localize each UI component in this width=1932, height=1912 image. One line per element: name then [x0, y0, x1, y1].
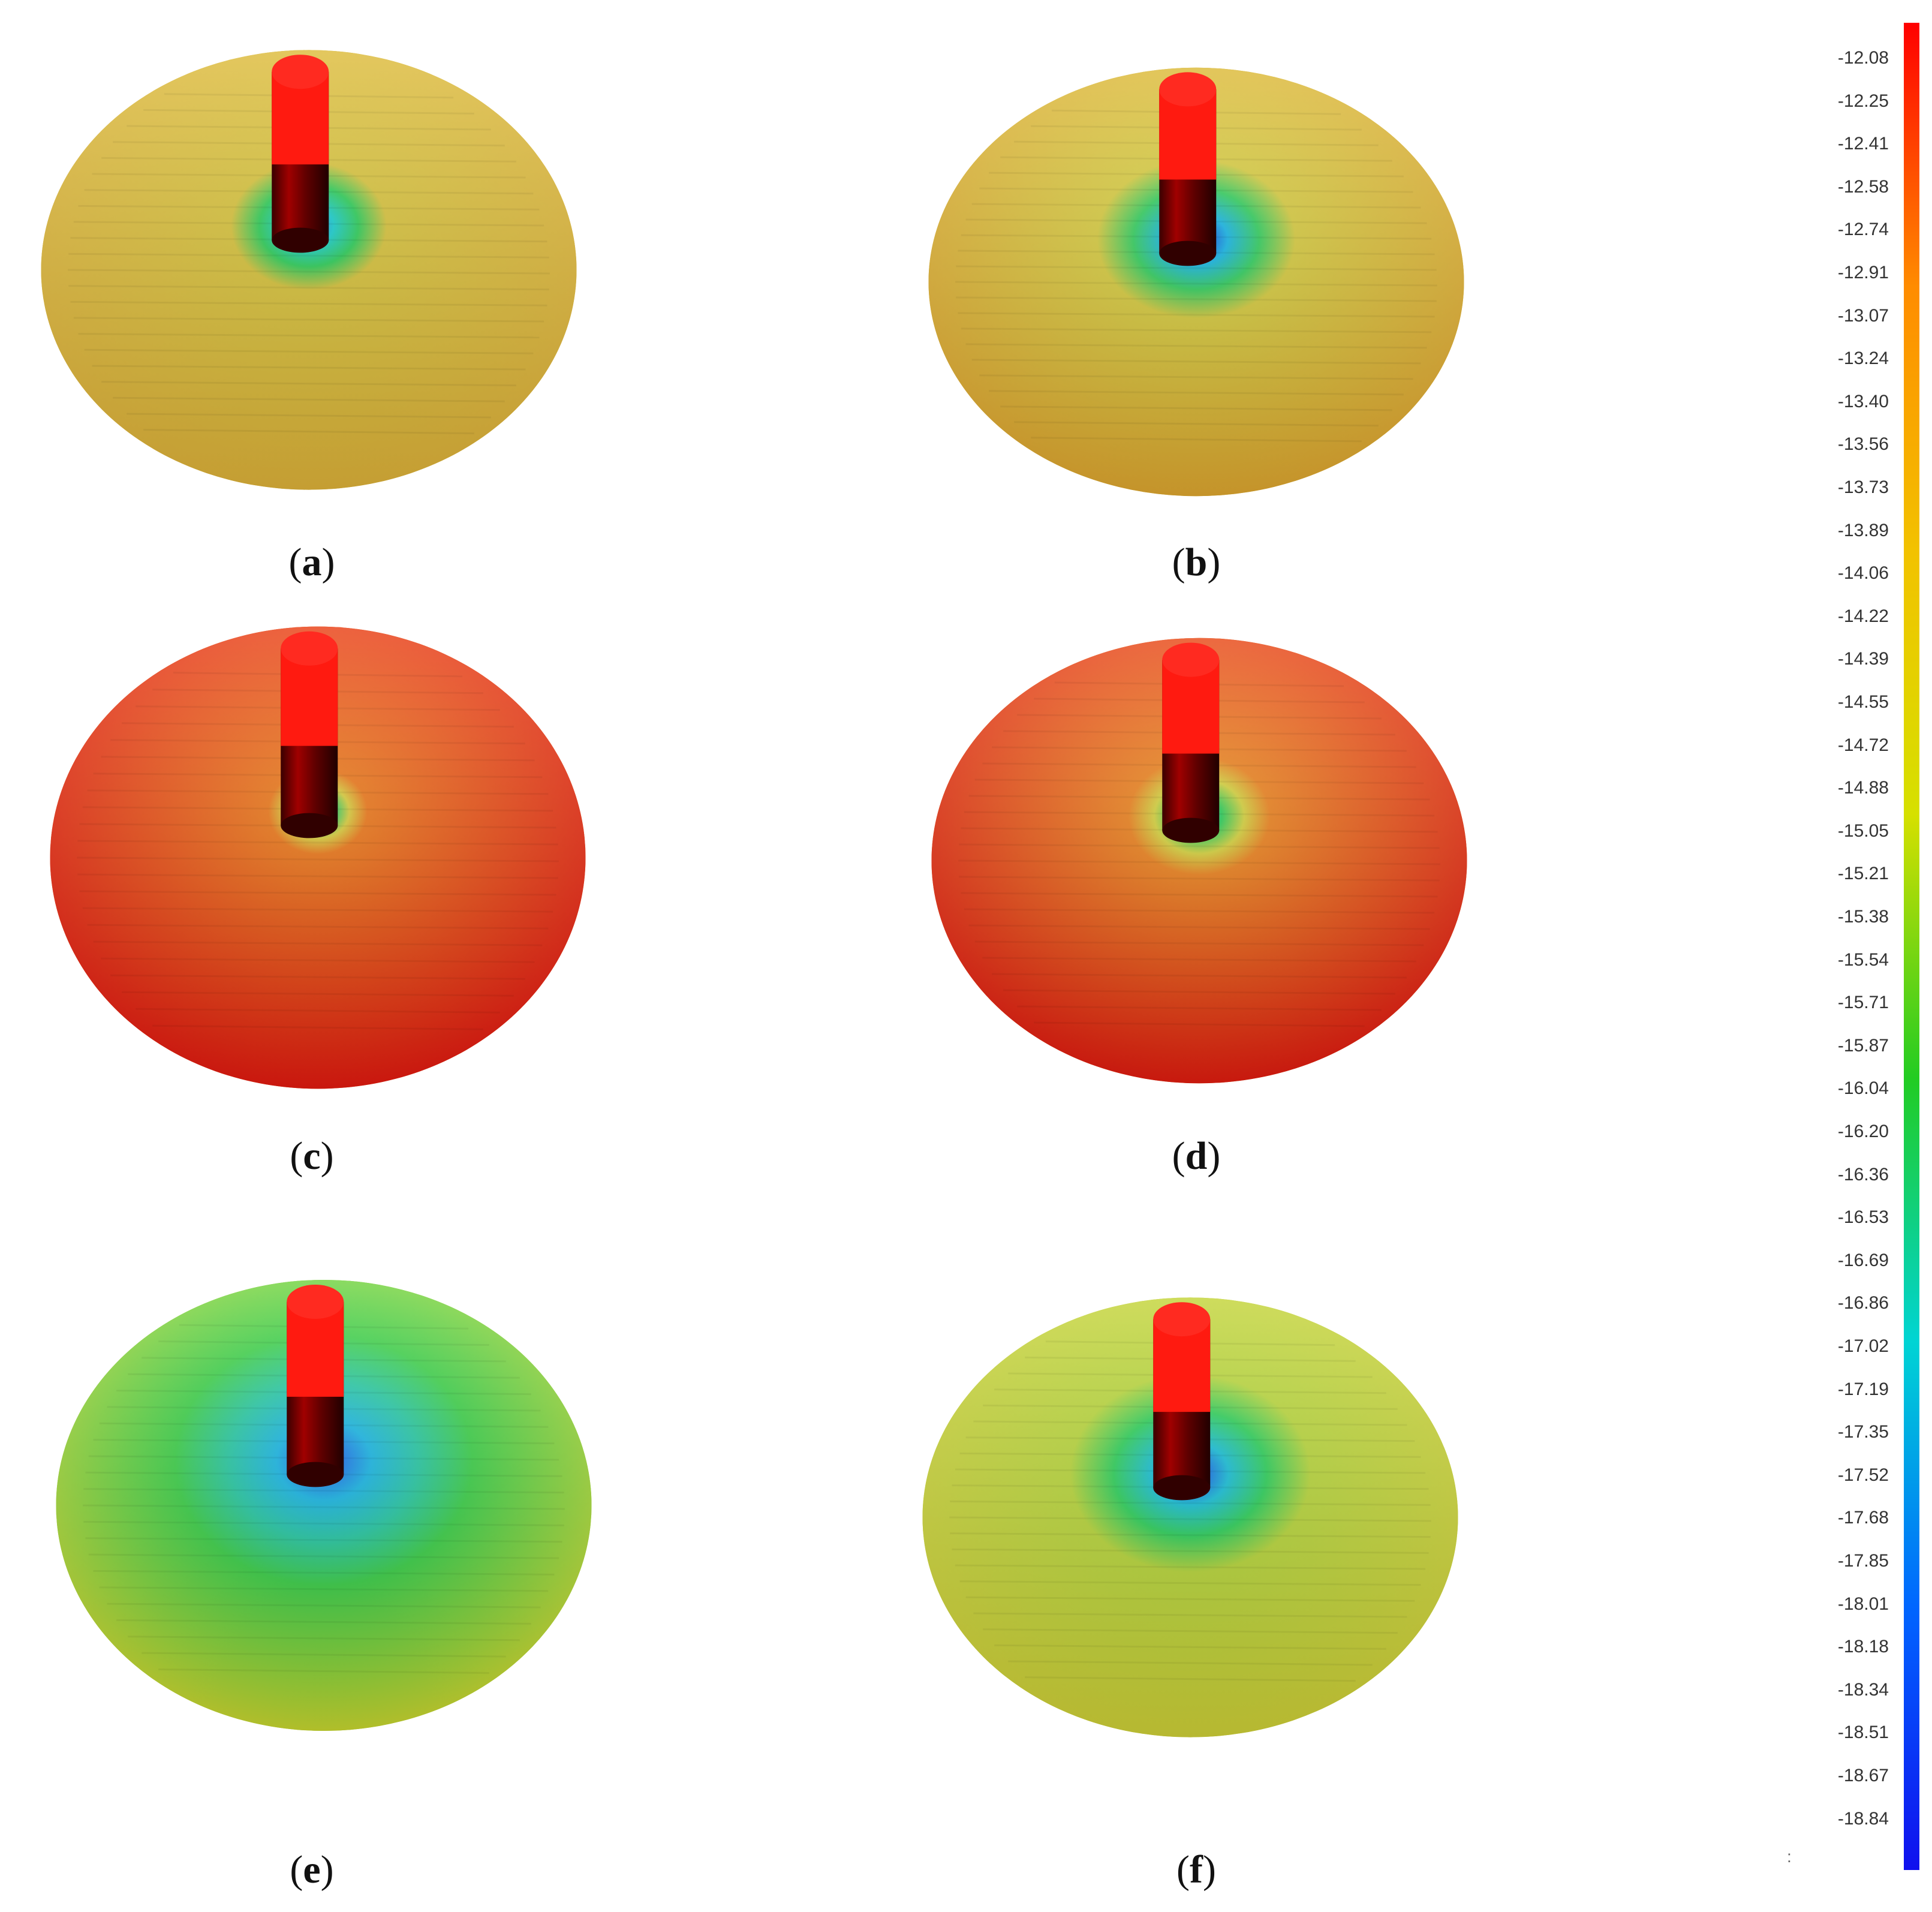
- colorbar-tick: -12.08: [1837, 48, 1889, 68]
- colorbar-tick: -15.54: [1837, 949, 1889, 970]
- panel-svg: [56, 1280, 592, 1731]
- colorbar-tick: -14.06: [1837, 563, 1889, 584]
- panel-f-bathymetry: [905, 1283, 1475, 1751]
- panel-svg: [931, 638, 1467, 1084]
- colorbar-tick: -18.18: [1837, 1637, 1889, 1657]
- colorbar-tick: -17.52: [1837, 1465, 1889, 1485]
- panel-label-f: (f): [1176, 1848, 1216, 1892]
- panel-a-bathymetry: [24, 36, 594, 504]
- colorbar-tick: -18.34: [1837, 1679, 1889, 1700]
- colorbar-tick: -12.25: [1837, 91, 1889, 111]
- colorbar-tick: -13.73: [1837, 477, 1889, 497]
- panel-label-c: (c): [290, 1134, 334, 1178]
- panel-label-a: (a): [288, 540, 335, 584]
- stray-mark: :: [1787, 1847, 1792, 1866]
- panel-svg: [50, 626, 586, 1089]
- panel-label-d: (d): [1172, 1134, 1221, 1178]
- colorbar-tick: -12.74: [1837, 220, 1889, 240]
- panel-b-bathymetry: [911, 54, 1481, 510]
- colorbar-tick: -17.35: [1837, 1422, 1889, 1442]
- colorbar-tick: -14.72: [1837, 735, 1889, 755]
- colorbar-tick: -16.04: [1837, 1078, 1889, 1099]
- panel-c-bathymetry: [33, 612, 603, 1104]
- colorbar-tick: -18.01: [1837, 1594, 1889, 1614]
- panel-e-bathymetry: [39, 1265, 609, 1745]
- panel-svg: [928, 67, 1464, 497]
- colorbar-tick: -16.20: [1837, 1122, 1889, 1141]
- colorbar-tick: -17.02: [1837, 1336, 1889, 1356]
- panel-label-e: (e): [290, 1848, 334, 1892]
- monopile: [272, 55, 329, 253]
- colorbar-tick: -13.89: [1837, 520, 1889, 540]
- colorbar-tick: -17.19: [1837, 1379, 1889, 1399]
- monopile: [287, 1285, 344, 1487]
- colorbar-tick: -13.24: [1837, 348, 1889, 369]
- colorbar-tick: -15.71: [1837, 993, 1889, 1013]
- colorbar-tick: -13.07: [1837, 305, 1889, 326]
- colorbar-tick: -18.67: [1837, 1766, 1889, 1785]
- colorbar-tick: -18.51: [1837, 1722, 1889, 1743]
- colorbar-tick: -14.88: [1837, 778, 1889, 798]
- colorbar-tick: -14.55: [1837, 692, 1889, 712]
- monopile: [281, 631, 338, 838]
- colorbar-tick: -14.39: [1837, 649, 1889, 669]
- colorbar-tick: -13.56: [1837, 434, 1889, 455]
- depth-colorbar: [1904, 23, 1919, 1870]
- monopile: [1162, 642, 1220, 843]
- colorbar-tick: -12.41: [1837, 134, 1889, 154]
- colorbar-tick: -14.22: [1837, 606, 1889, 626]
- colorbar-tick: -16.86: [1837, 1293, 1889, 1313]
- monopile: [1159, 72, 1217, 266]
- colorbar-tick: -13.40: [1837, 391, 1889, 411]
- colorbar-tick: -12.91: [1837, 263, 1889, 282]
- colorbar-tick: -15.05: [1837, 820, 1889, 841]
- colorbar-tick: -16.53: [1837, 1207, 1889, 1228]
- colorbar-tick: -15.38: [1837, 907, 1889, 927]
- panel-svg: [922, 1297, 1458, 1737]
- panel-svg: [41, 50, 577, 490]
- panel-d-bathymetry: [914, 624, 1484, 1098]
- monopile: [1153, 1302, 1211, 1501]
- colorbar-tick: -12.58: [1837, 176, 1889, 197]
- panel-label-b: (b): [1172, 540, 1221, 584]
- colorbar-tick: -17.85: [1837, 1551, 1889, 1571]
- colorbar-tick: -18.84: [1837, 1808, 1889, 1829]
- colorbar-tick: -16.69: [1837, 1250, 1889, 1270]
- colorbar-tick: -15.87: [1837, 1035, 1889, 1056]
- colorbar-tick: -17.68: [1837, 1508, 1889, 1528]
- colorbar-tick: -15.21: [1837, 864, 1889, 884]
- colorbar-tick: -16.36: [1837, 1164, 1889, 1185]
